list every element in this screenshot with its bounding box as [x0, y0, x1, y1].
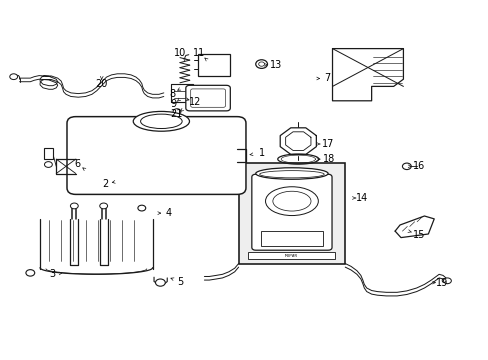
Text: 10: 10	[173, 48, 186, 58]
Text: 3: 3	[50, 269, 56, 279]
Circle shape	[173, 109, 181, 114]
Circle shape	[258, 62, 264, 66]
Text: 2: 2	[102, 179, 108, 189]
Circle shape	[100, 203, 107, 209]
Text: 11: 11	[193, 48, 205, 58]
Circle shape	[44, 162, 52, 167]
Ellipse shape	[265, 187, 318, 216]
Text: MOPAR: MOPAR	[285, 253, 298, 258]
Ellipse shape	[259, 171, 324, 178]
Bar	[238, 163, 345, 264]
Ellipse shape	[255, 168, 327, 179]
Circle shape	[155, 279, 165, 286]
FancyBboxPatch shape	[67, 117, 245, 194]
Text: 4: 4	[165, 208, 171, 218]
Circle shape	[10, 74, 18, 80]
Circle shape	[402, 163, 410, 170]
Text: 14: 14	[355, 193, 367, 203]
Ellipse shape	[272, 191, 310, 211]
FancyBboxPatch shape	[185, 85, 230, 111]
Text: 17: 17	[322, 139, 334, 149]
Bar	[248, 252, 335, 259]
Circle shape	[138, 205, 145, 211]
Bar	[260, 231, 323, 246]
Ellipse shape	[133, 112, 189, 131]
Circle shape	[26, 270, 35, 276]
Text: 9: 9	[170, 99, 176, 109]
Text: 13: 13	[269, 60, 282, 70]
Text: 19: 19	[435, 278, 448, 288]
Text: 21: 21	[169, 109, 182, 120]
Circle shape	[255, 60, 267, 68]
Text: 8: 8	[169, 89, 175, 99]
Circle shape	[443, 278, 450, 284]
Bar	[44, 148, 53, 159]
Text: 16: 16	[412, 161, 425, 171]
Ellipse shape	[140, 114, 182, 129]
Bar	[198, 54, 229, 76]
Text: 6: 6	[74, 159, 80, 169]
FancyBboxPatch shape	[251, 174, 331, 250]
Text: 20: 20	[95, 78, 108, 89]
Text: 18: 18	[322, 154, 334, 164]
Text: 12: 12	[189, 96, 202, 107]
FancyBboxPatch shape	[190, 89, 225, 107]
Text: 7: 7	[324, 73, 330, 84]
Circle shape	[70, 203, 78, 209]
Text: 1: 1	[258, 148, 264, 158]
Text: 5: 5	[177, 276, 183, 287]
Text: 15: 15	[412, 230, 425, 240]
